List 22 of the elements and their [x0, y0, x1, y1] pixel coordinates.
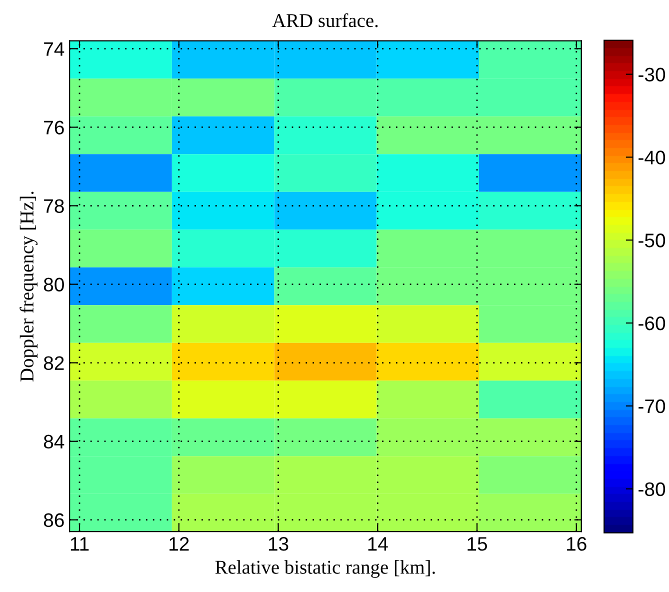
- x-tick-label: 16: [567, 536, 586, 551]
- y-axis-title: Doppler frequency [Hz].: [20, 192, 38, 382]
- y-tick-label: 76: [44, 120, 64, 134]
- color-bar-label: -40: [638, 150, 666, 164]
- y-tick-label: 86: [44, 513, 64, 528]
- color-bar-label: -70: [638, 399, 666, 414]
- y-tick-label: 80: [44, 278, 64, 292]
- y-tick-label: 82: [44, 356, 64, 370]
- y-tick-label: 84: [44, 434, 64, 449]
- y-tick-label: 78: [44, 199, 64, 213]
- x-tick-label: 13: [268, 536, 288, 551]
- color-bar-label: -80: [638, 482, 666, 496]
- chart-title: ARD surface.: [272, 13, 378, 28]
- color-bar-label: -50: [638, 234, 666, 248]
- x-tick-label: 12: [170, 536, 189, 551]
- color-bar-label: -30: [638, 68, 666, 82]
- color-bar-label: -60: [638, 316, 666, 330]
- x-tick-label: 15: [468, 537, 488, 551]
- x-axis-title: Relative bistatic range [km].: [215, 560, 435, 578]
- y-tick-label: 74: [44, 42, 64, 56]
- x-tick-label: 11: [70, 537, 89, 551]
- x-tick-label: 14: [368, 537, 388, 551]
